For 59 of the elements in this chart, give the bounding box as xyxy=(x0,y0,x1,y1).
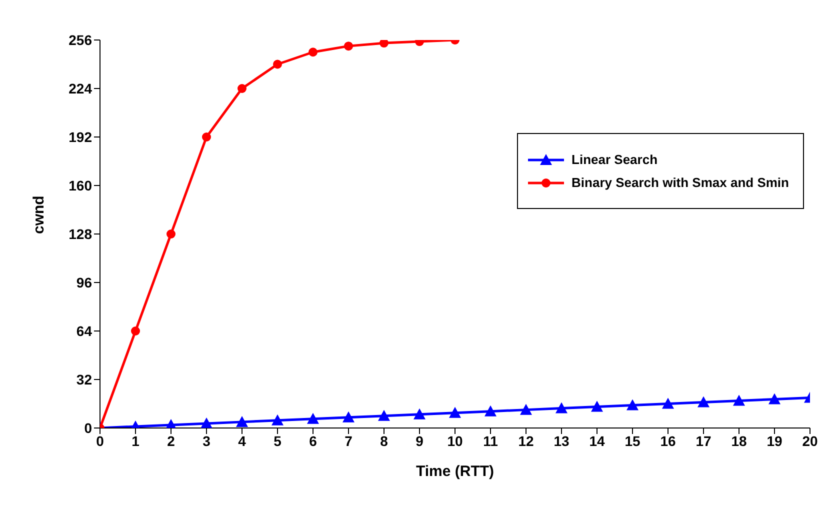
point xyxy=(733,394,745,406)
legend-label: Binary Search with Smax and Smin xyxy=(572,175,789,190)
y-tick-label: 32 xyxy=(76,371,92,388)
point xyxy=(591,400,603,412)
x-tick-label: 1 xyxy=(132,432,140,449)
point xyxy=(166,230,176,238)
y-axis-title: cwnd xyxy=(30,196,48,234)
point xyxy=(556,402,568,414)
x-tick-label: 11 xyxy=(483,432,498,449)
point xyxy=(273,60,282,69)
point xyxy=(380,40,388,48)
legend-label: Linear Search xyxy=(572,152,658,167)
point xyxy=(272,414,284,426)
y-tick-label: 160 xyxy=(68,177,92,194)
x-tick-label: 16 xyxy=(660,432,676,449)
x-tick-label: 0 xyxy=(96,432,104,449)
x-tick-label: 5 xyxy=(274,432,282,449)
y-tick-label: 64 xyxy=(76,322,92,339)
x-tick-label: 13 xyxy=(554,432,570,449)
point xyxy=(626,399,638,410)
point xyxy=(414,408,426,420)
x-tick-label: 15 xyxy=(624,432,640,449)
point xyxy=(344,42,353,51)
x-tick-label: 2 xyxy=(167,432,176,449)
x-tick-label: 7 xyxy=(344,432,353,449)
x-tick-label: 18 xyxy=(731,432,747,449)
point xyxy=(131,326,140,336)
point xyxy=(484,405,496,416)
point xyxy=(449,406,461,418)
point xyxy=(307,412,319,424)
point xyxy=(238,84,246,93)
x-tick-label: 3 xyxy=(202,432,211,449)
x-tick-label: 10 xyxy=(447,432,463,449)
x-tick-label: 8 xyxy=(380,432,388,449)
point xyxy=(202,132,211,142)
y-tick-label: 128 xyxy=(68,226,92,242)
point xyxy=(236,416,248,427)
y-tick-label: 224 xyxy=(68,80,92,96)
x-tick-label: 19 xyxy=(766,432,782,449)
point xyxy=(662,398,674,409)
point xyxy=(308,48,318,57)
x-tick-label: 12 xyxy=(518,432,534,449)
point xyxy=(768,393,780,404)
point xyxy=(200,417,212,428)
x-tick-label: 9 xyxy=(416,432,424,449)
point xyxy=(520,404,532,415)
point xyxy=(378,410,390,421)
y-tick-label: 0 xyxy=(84,420,92,436)
x-axis-title: Time (RTT) xyxy=(416,463,494,480)
y-tick-label: 192 xyxy=(68,128,92,145)
y-tick-label: 96 xyxy=(76,274,92,290)
x-tick-label: 17 xyxy=(696,432,712,449)
point xyxy=(342,411,354,422)
x-tick-label: 6 xyxy=(309,432,318,449)
y-tick-label: 256 xyxy=(68,32,92,48)
x-tick-label: 14 xyxy=(589,432,605,449)
point xyxy=(698,396,710,408)
x-tick-label: 4 xyxy=(238,432,246,449)
x-tick-label: 20 xyxy=(802,432,818,449)
